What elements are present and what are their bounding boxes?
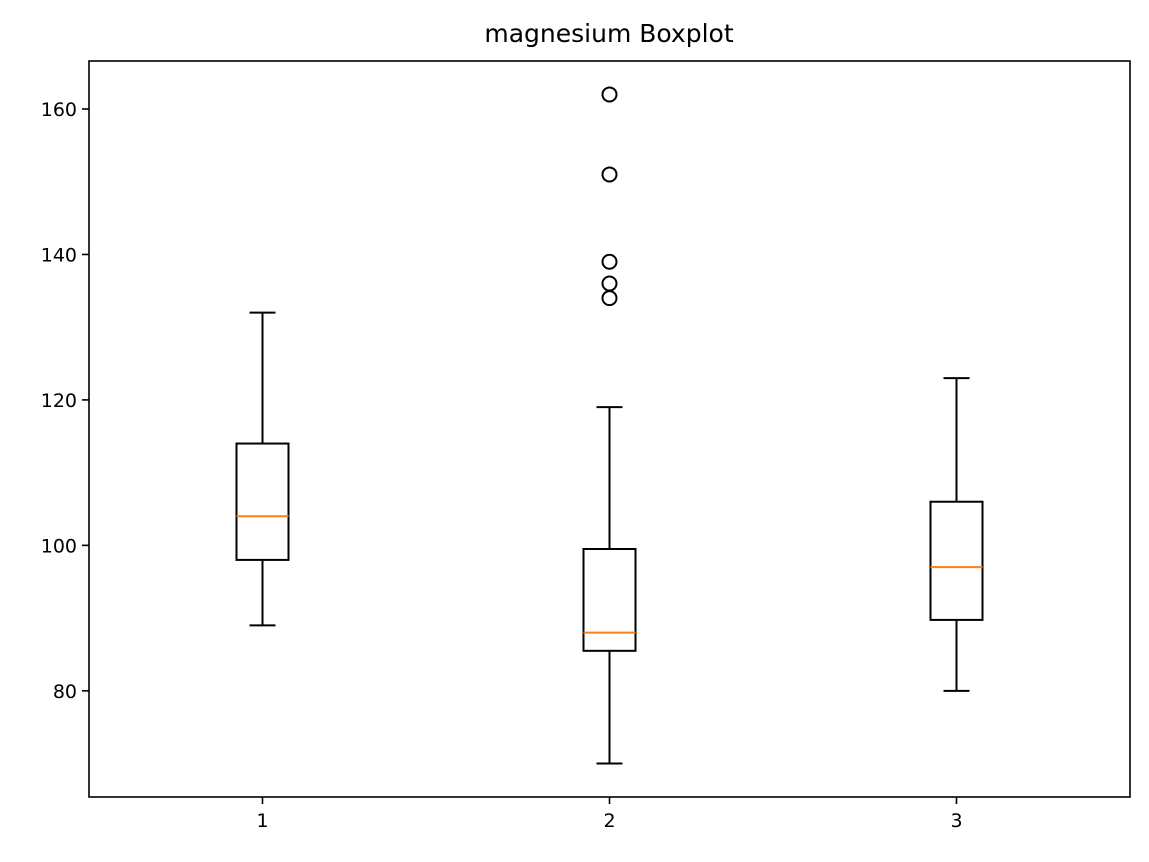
iqr-box <box>582 548 637 652</box>
outlier-point <box>601 166 618 183</box>
box-group-1 <box>235 311 290 627</box>
x-tick-label: 3 <box>950 810 962 832</box>
y-tick-label: 80 <box>53 681 77 703</box>
box-group-3 <box>929 377 984 692</box>
y-tick-label: 140 <box>41 244 77 266</box>
iqr-box <box>235 442 290 561</box>
outlier-point <box>601 253 618 270</box>
iqr-box <box>929 500 984 621</box>
y-tick-label: 100 <box>41 535 77 557</box>
x-tick-label: 2 <box>603 810 615 832</box>
y-tick-label: 120 <box>41 390 77 412</box>
x-tick-label: 1 <box>256 810 268 832</box>
outlier-point <box>601 275 618 292</box>
outlier-point <box>601 86 618 103</box>
y-tick-label: 160 <box>41 99 77 121</box>
box-group-2 <box>582 86 637 765</box>
chart-title: magnesium Boxplot <box>484 19 733 48</box>
